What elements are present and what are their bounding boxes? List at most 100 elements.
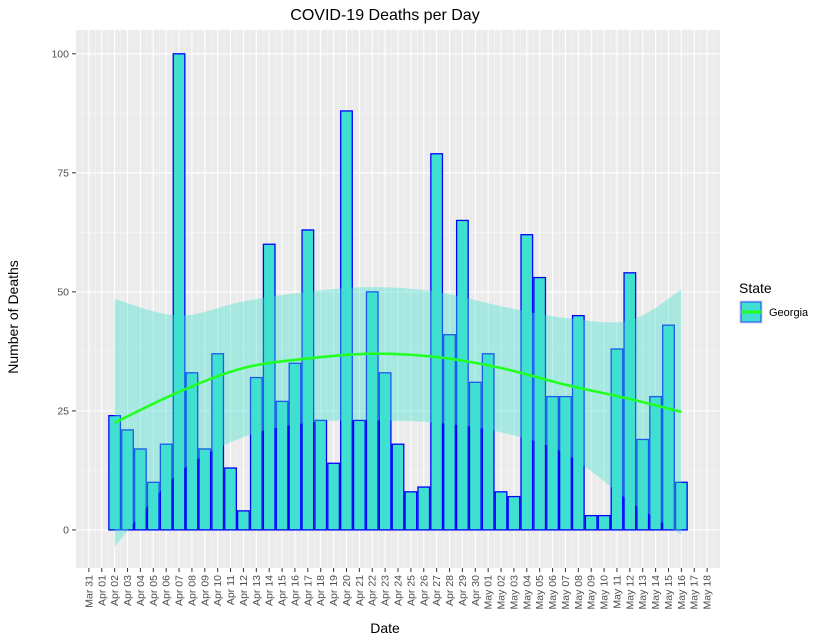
x-tick-label: Apr 07 (174, 575, 186, 606)
x-tick-label: Apr 10 (212, 575, 224, 606)
bar (108, 414, 122, 531)
bar (288, 362, 302, 531)
x-tick-label: May 07 (560, 575, 572, 610)
x-tick-label: Apr 16 (289, 575, 301, 606)
x-axis: Mar 31 Apr 01 Apr 02 Apr 03 Apr 04 Apr 05 Apr … (83, 568, 714, 610)
x-tick-label: Apr 21 (354, 575, 366, 606)
bar (481, 353, 495, 531)
x-tick-label: May 17 (689, 575, 701, 610)
bar (649, 395, 663, 531)
bar (133, 448, 147, 531)
bar (146, 481, 160, 531)
bar (262, 243, 276, 531)
bar (249, 376, 263, 531)
x-tick-label: May 16 (676, 575, 688, 610)
legend-title: State (739, 280, 772, 296)
bar (236, 510, 250, 531)
bar (507, 495, 521, 531)
x-tick-label: Apr 28 (444, 575, 456, 606)
y-axis: 0 25 50 75 100 (51, 48, 76, 536)
x-tick-label: Apr 02 (109, 575, 121, 606)
bar (417, 486, 431, 531)
x-tick-label: Apr 22 (367, 575, 379, 606)
y-tick-label: 75 (57, 167, 69, 179)
confidence-ribbon (114, 287, 682, 547)
legend: State Georgia (739, 280, 809, 324)
y-tick-label: 50 (57, 286, 69, 298)
x-tick-label: May 18 (702, 575, 714, 610)
chart-title: COVID-19 Deaths per Day (290, 7, 479, 24)
bar (468, 381, 482, 531)
bar (301, 229, 315, 531)
x-tick-label: Apr 11 (225, 575, 237, 605)
bar (352, 419, 366, 531)
bar (275, 400, 289, 531)
bar (159, 443, 173, 531)
x-tick-label: Apr 04 (135, 575, 147, 606)
x-tick-label: Apr 17 (302, 575, 314, 606)
x-tick-label: Apr 25 (405, 575, 417, 606)
x-tick-label: Apr 23 (380, 575, 392, 606)
x-tick-label: May 05 (534, 575, 546, 610)
legend-label-georgia: Georgia (769, 307, 809, 319)
x-tick-label: May 12 (624, 575, 636, 610)
bar (610, 348, 624, 531)
bar-series (108, 53, 688, 531)
bar (533, 276, 547, 531)
bar (546, 395, 560, 531)
bar (185, 372, 199, 531)
bar (571, 315, 585, 531)
bar (636, 438, 650, 531)
x-tick-label: May 09 (586, 575, 598, 610)
x-tick-label: May 08 (573, 575, 585, 610)
bar (584, 514, 598, 531)
confidence-ribbon-group (114, 287, 682, 547)
bar (662, 324, 675, 531)
plot-panel (76, 30, 720, 568)
x-tick-label: Apr 13 (251, 575, 263, 606)
bar (198, 448, 212, 531)
x-tick-label: May 06 (547, 575, 559, 610)
x-axis-title: Date (370, 620, 400, 636)
x-tick-label: Apr 19 (328, 575, 340, 606)
x-tick-label: Apr 09 (199, 575, 211, 606)
bar (455, 219, 469, 531)
bar (327, 462, 341, 531)
bar (674, 481, 688, 531)
bar (121, 429, 134, 531)
x-tick-label: Mar 31 (83, 575, 95, 608)
bar (365, 291, 379, 531)
bar (520, 234, 534, 531)
x-tick-label: Apr 14 (264, 575, 276, 606)
x-tick-label: Apr 20 (341, 575, 353, 606)
bar (430, 153, 444, 531)
bar (224, 467, 238, 531)
x-tick-label: Apr 24 (393, 575, 405, 606)
x-tick-label: Apr 15 (277, 575, 289, 606)
x-tick-label: May 13 (637, 575, 649, 610)
y-tick-label: 100 (51, 48, 69, 60)
x-tick-label: May 11 (611, 575, 623, 609)
x-tick-label: May 10 (599, 575, 611, 610)
bar (378, 372, 392, 531)
x-tick-label: Apr 12 (238, 575, 250, 606)
x-tick-label: May 15 (663, 575, 675, 610)
y-tick-label: 0 (63, 524, 69, 536)
x-tick-label: Apr 06 (161, 575, 173, 606)
x-tick-label: Apr 30 (470, 575, 482, 606)
y-tick-label: 25 (57, 405, 69, 417)
smooth-line (114, 352, 682, 424)
bar (340, 110, 353, 531)
x-tick-label: May 14 (650, 575, 662, 610)
bar (494, 491, 508, 531)
x-tick-label: Apr 29 (457, 575, 469, 606)
bar (211, 353, 225, 531)
x-tick-label: Apr 01 (96, 575, 108, 606)
x-tick-label: Apr 27 (431, 575, 443, 606)
x-tick-label: May 02 (496, 575, 508, 610)
smooth-line-group (114, 352, 682, 424)
bar (172, 53, 186, 531)
x-tick-label: May 01 (483, 575, 495, 610)
x-tick-label: May 04 (521, 575, 533, 610)
